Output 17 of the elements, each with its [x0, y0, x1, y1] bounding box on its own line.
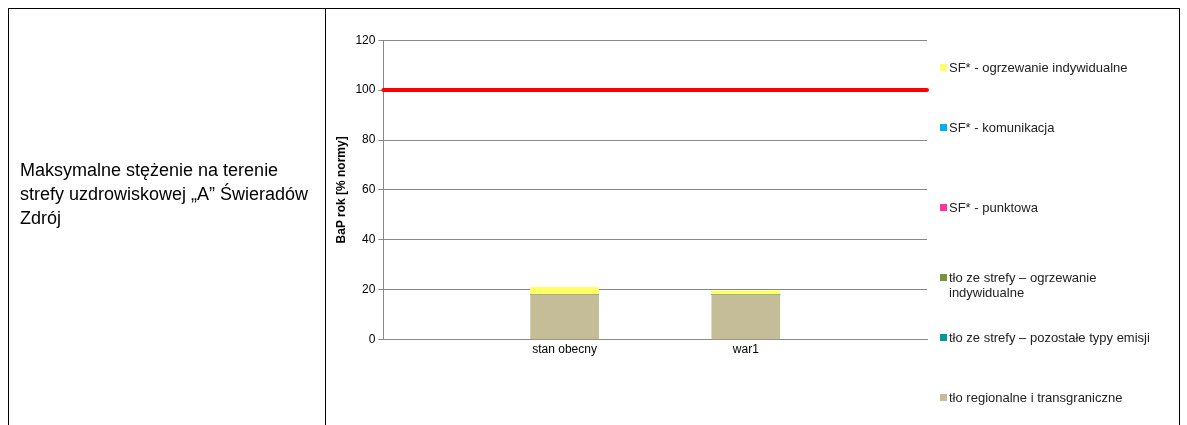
legend-label: tło ze strefy – ogrzewanie indywidualne: [949, 270, 1098, 300]
y-tick-label: 40: [362, 232, 376, 247]
y-tick-label: 60: [362, 182, 376, 197]
x-tick-label: war1: [731, 342, 760, 357]
legend-label: tło regionalne i transgraniczne: [949, 390, 1124, 405]
y-tick-label: 120: [355, 32, 376, 47]
legend-label: SF* - punktowa: [949, 200, 1039, 215]
legend-label: SF* - komunikacja: [949, 120, 1056, 135]
legend-label: SF* - ogrzewanie indywidualne: [949, 60, 1129, 75]
y-tick-label: 20: [362, 282, 376, 297]
y-tick-label: 80: [362, 132, 376, 147]
x-tick-label: stan obecny: [532, 342, 597, 357]
y-tick-label: 100: [355, 82, 376, 97]
text: Maksymalne stężenie na terenie strefy uzdrowiskowej „A” Świeradów Zdrój: [20, 159, 310, 230]
y-axis-title: BaP rok [% normy]: [333, 136, 348, 244]
y-tick-label: 0: [368, 331, 376, 346]
legend-label: tło ze strefy – pozostałe typy emisji: [949, 330, 1151, 345]
